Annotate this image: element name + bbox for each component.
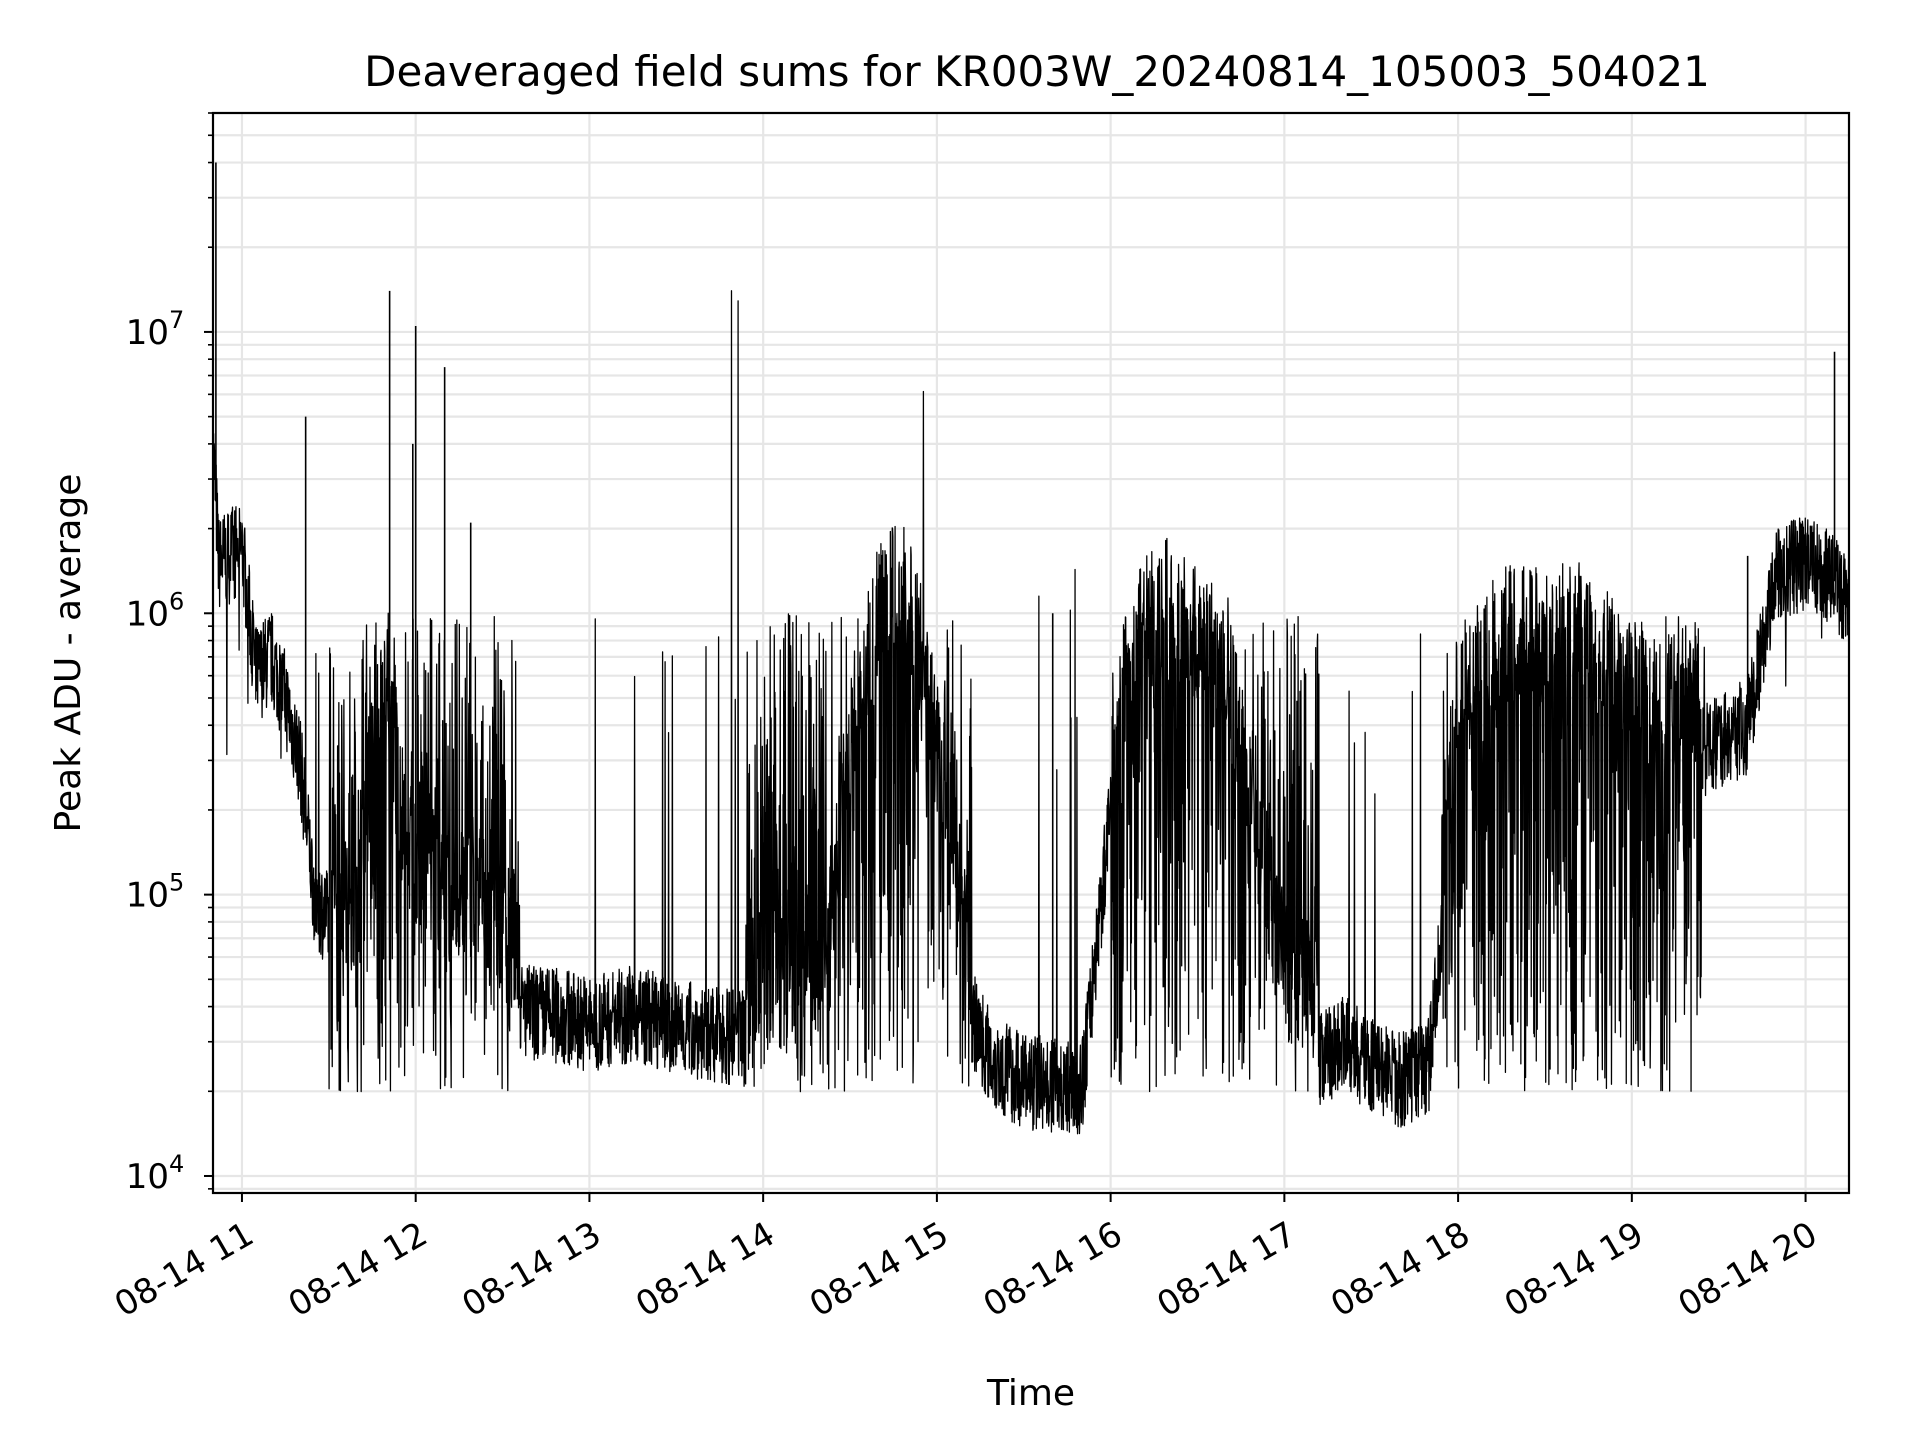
y-tick-label: 106	[126, 587, 185, 634]
data-series	[212, 162, 1850, 1135]
y-tick-label: 107	[126, 306, 185, 353]
chart-title: Deaveraged field sums for KR003W_2024081…	[364, 47, 1710, 96]
y-tick-label: 104	[126, 1150, 185, 1197]
plot-frame	[211, 111, 1851, 1195]
y-tick-label: 105	[126, 869, 185, 916]
y-axis-label: Peak ADU - average	[48, 474, 89, 833]
y-axis-ticks: 104 105 106 107	[126, 112, 213, 1197]
series-line	[212, 290, 1850, 1135]
x-axis-label: Time	[986, 1373, 1075, 1414]
